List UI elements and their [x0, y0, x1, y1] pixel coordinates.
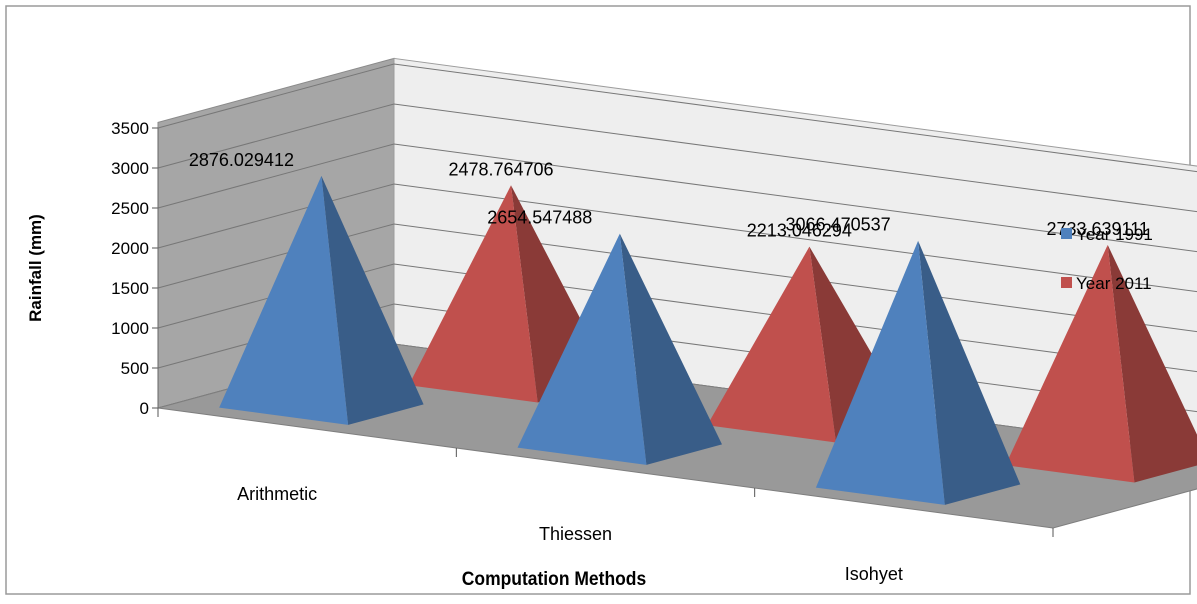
- y-tick-label: 2000: [111, 239, 149, 258]
- x-axis-title: Computation Methods: [462, 567, 646, 589]
- y-tick-label: 1000: [111, 319, 149, 338]
- legend-swatch-2011: [1061, 277, 1072, 288]
- x-tick-label: Arithmetic: [237, 484, 317, 504]
- y-tick-label: 500: [121, 359, 149, 378]
- y-axis-title: Rainfall (mm): [26, 214, 45, 322]
- x-tick-label: Isohyet: [845, 564, 903, 584]
- data-label: 2876.029412: [189, 150, 294, 170]
- y-tick-label: 2500: [111, 199, 149, 218]
- data-label: 2213.046294: [747, 221, 852, 241]
- y-tick-label: 0: [140, 399, 149, 418]
- y-tick-label: 3500: [111, 119, 149, 138]
- data-label: 2654.547488: [487, 208, 592, 228]
- y-tick-label: 1500: [111, 279, 149, 298]
- data-label: 2478.764706: [448, 159, 553, 179]
- y-tick-label: 3000: [111, 159, 149, 178]
- x-tick-label: Thiessen: [539, 524, 612, 544]
- legend-swatch-1991: [1061, 228, 1072, 239]
- legend-label-1991: Year 1991: [1076, 225, 1153, 244]
- legend-label-2011: Year 2011: [1076, 274, 1152, 293]
